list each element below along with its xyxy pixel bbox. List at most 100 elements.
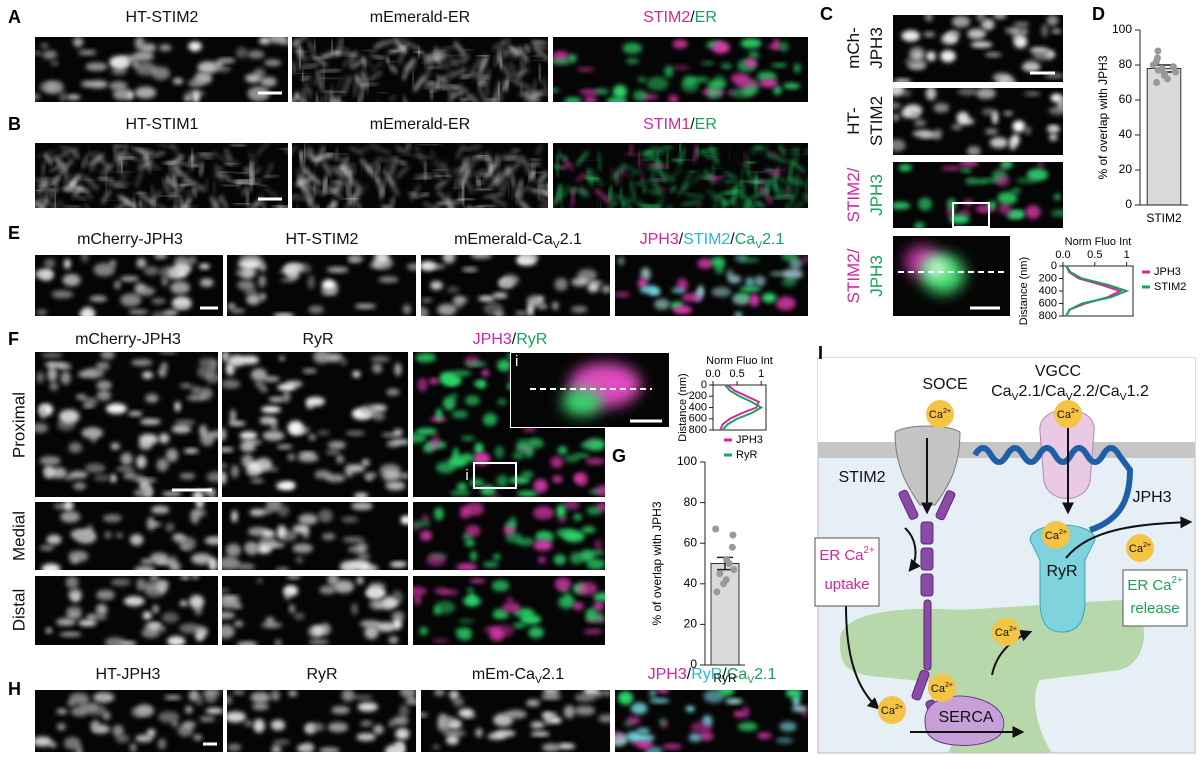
texture <box>321 50 340 59</box>
texture <box>518 46 529 63</box>
texture <box>623 200 632 208</box>
row-label: JPH3 <box>867 27 886 69</box>
texture <box>527 303 534 316</box>
text-segment: JPH3 <box>867 255 886 297</box>
texture <box>478 79 486 87</box>
texture <box>893 139 906 152</box>
texture <box>458 618 475 624</box>
texture <box>749 178 770 184</box>
texture <box>315 93 319 102</box>
texture <box>791 705 807 712</box>
texture <box>587 439 594 445</box>
texture <box>229 409 236 424</box>
texture <box>181 205 186 208</box>
texture <box>35 93 41 100</box>
texture <box>173 163 182 176</box>
row-label: Proximal <box>9 392 28 458</box>
texture <box>457 630 472 641</box>
texture <box>321 279 336 292</box>
texture <box>189 594 205 609</box>
texture <box>494 729 516 737</box>
texture <box>37 178 47 196</box>
texture <box>78 619 97 627</box>
texture <box>258 535 277 550</box>
texture <box>422 514 429 523</box>
texture <box>296 50 301 73</box>
texture <box>387 60 396 63</box>
texture <box>893 101 901 110</box>
texture <box>478 55 488 74</box>
texture <box>348 70 364 80</box>
texture <box>486 98 491 102</box>
texture <box>334 178 342 195</box>
texture <box>684 192 705 199</box>
texture <box>191 553 213 565</box>
texture <box>227 711 247 723</box>
roi-box <box>952 202 990 228</box>
texture <box>142 481 152 493</box>
texture <box>703 690 725 703</box>
texture <box>129 145 142 152</box>
texture <box>72 150 80 159</box>
text-segment: 2.1 <box>560 231 582 248</box>
texture <box>328 47 349 52</box>
texture <box>537 185 541 200</box>
texture <box>378 276 399 283</box>
legend-label: JPH3 <box>1154 266 1181 278</box>
texture <box>640 267 651 281</box>
texture <box>50 467 67 479</box>
ion-label: Ca2+ <box>1057 407 1079 421</box>
texture <box>783 186 792 198</box>
texture <box>390 158 397 176</box>
texture <box>259 293 266 301</box>
texture <box>575 172 588 182</box>
texture <box>59 145 73 152</box>
texture <box>292 543 314 554</box>
texture <box>214 173 223 178</box>
texture <box>984 128 999 135</box>
texture <box>104 531 112 539</box>
texture <box>699 731 714 741</box>
texture <box>586 558 605 570</box>
texture <box>428 81 449 90</box>
texture <box>539 184 548 188</box>
texture <box>563 502 580 510</box>
texture <box>318 509 333 523</box>
texture <box>100 352 116 360</box>
texture <box>676 278 688 291</box>
texture <box>361 82 379 87</box>
texture <box>570 199 575 208</box>
texture <box>959 209 971 216</box>
y-tick-label: 40 <box>684 576 698 590</box>
image-title: HT-STIM2 <box>286 231 359 248</box>
y-tick-label: 40 <box>1119 127 1133 141</box>
axis-title: Norm Fluo Int <box>706 355 773 367</box>
image-title: HT-JPH3 <box>96 666 161 683</box>
texture <box>65 576 79 589</box>
texture <box>187 155 193 173</box>
texture <box>508 62 521 83</box>
texture <box>454 41 466 57</box>
texture <box>728 275 742 284</box>
text-segment: / <box>690 9 695 26</box>
texture <box>185 204 199 208</box>
texture <box>740 38 762 49</box>
x-tick-label: 0.0 <box>705 368 720 380</box>
texture <box>655 145 673 152</box>
texture <box>540 694 562 700</box>
texture <box>452 88 467 97</box>
ion-label: Ca2+ <box>1045 528 1067 542</box>
texture <box>235 268 257 278</box>
texture <box>757 71 777 82</box>
texture <box>713 200 719 208</box>
texture <box>413 433 427 444</box>
texture <box>606 194 617 205</box>
texture <box>273 739 291 745</box>
texture <box>415 352 437 363</box>
texture <box>956 111 970 123</box>
texture <box>736 78 758 90</box>
ion <box>992 618 1020 646</box>
texture <box>554 577 572 591</box>
texture <box>398 704 410 718</box>
